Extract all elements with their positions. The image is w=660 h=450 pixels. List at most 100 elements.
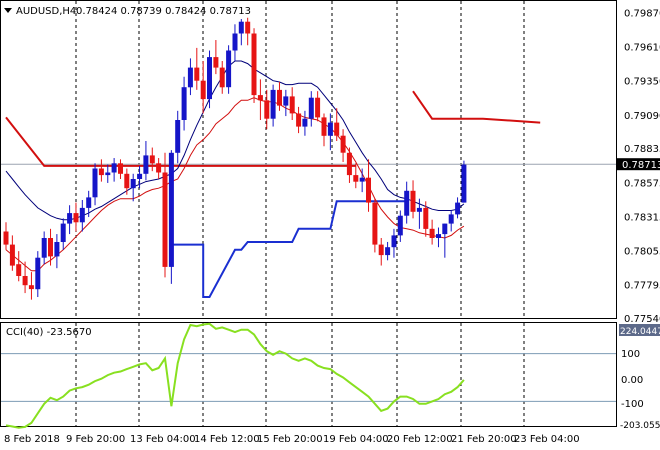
candle-body (257, 95, 263, 101)
candle-body (416, 207, 422, 212)
candle-body (22, 276, 28, 286)
candle-body (296, 113, 302, 127)
candle-body (455, 202, 461, 215)
candle-body (181, 87, 187, 120)
candle-body (346, 152, 352, 176)
candle-body (67, 213, 73, 224)
candle-body (277, 89, 282, 106)
time-axis: 8 Feb 2018 9 Feb 20:00 13 Feb 04:00 14 F… (4, 434, 580, 445)
candle-body (308, 97, 314, 119)
candle-body (359, 177, 365, 182)
symbol-timeframe: AUDUSD,H4 (16, 6, 76, 17)
cci-label: CCI(40) -23.5670 (6, 327, 92, 338)
candle-body (448, 214, 454, 224)
candle-body (213, 57, 219, 68)
candle-body (73, 213, 79, 223)
time-tick: 13 Feb 04:00 (130, 434, 196, 445)
candle-body (410, 190, 416, 212)
stop-red-line (412, 90, 541, 124)
time-tick: 23 Feb 04:00 (514, 434, 580, 445)
time-tick: 21 Feb 20:00 (451, 434, 517, 445)
candle-body (207, 57, 212, 100)
candle-body (353, 175, 359, 182)
candle-body (168, 152, 174, 267)
candle-body (334, 122, 340, 136)
candle-body (118, 163, 123, 174)
candles (3, 17, 467, 300)
candle-body (149, 155, 155, 164)
price-panel[interactable] (0, 0, 617, 319)
candle-body (321, 117, 327, 136)
candle-body (194, 67, 200, 81)
candle-body (156, 163, 162, 173)
price-tick: 0.78835 (624, 144, 660, 155)
candle-body (372, 202, 378, 245)
time-tick: 20 Feb 12:00 (387, 434, 453, 445)
candle-body (48, 238, 53, 257)
time-tick: 8 Feb 2018 (4, 434, 60, 445)
candle-body (187, 67, 193, 88)
candle-body (461, 164, 467, 203)
price-tick: 0.78055 (624, 247, 660, 258)
candle-body (54, 242, 60, 257)
candle-body (264, 100, 270, 119)
current-price-tag: 0.78713 (617, 158, 660, 171)
time-tick: 19 Feb 04:00 (323, 434, 389, 445)
time-tick: 9 Feb 20:00 (66, 434, 125, 445)
candle-body (327, 122, 333, 136)
candle-body (366, 177, 371, 203)
candle-body (130, 179, 136, 189)
cci-axis: 224.0447 100 0.00 -100 -203.0556 (619, 324, 660, 431)
cci-max-label: 224.0447 (620, 327, 660, 337)
candle-body (111, 163, 117, 173)
candle-body (378, 244, 384, 256)
candle-body (404, 190, 410, 216)
price-tick: 0.77795 (624, 281, 660, 292)
candle-body (283, 96, 289, 106)
candle-body (9, 244, 15, 266)
candle-body (397, 215, 403, 236)
candle-body (219, 67, 225, 88)
candle-body (105, 172, 111, 176)
candle-body (137, 173, 143, 179)
candle-body (175, 120, 181, 153)
candle-body (60, 223, 66, 242)
candle-body (302, 118, 308, 127)
cci-panel[interactable] (0, 322, 617, 427)
candle-body (238, 21, 244, 34)
candle-body (340, 135, 346, 153)
candle-body (162, 172, 168, 267)
candle-body (16, 264, 22, 276)
dropdown-triangle-icon[interactable] (4, 8, 12, 13)
candle-body (226, 50, 232, 88)
cci-min-label: -203.0556 (620, 421, 660, 431)
candle-body (79, 207, 85, 223)
candle-body (429, 228, 435, 238)
candle-body (86, 197, 92, 208)
candle-body (28, 285, 34, 290)
candle-body (315, 97, 321, 118)
cci-series (5, 322, 465, 429)
cci-zero-label: 0.00 (621, 375, 643, 386)
cci-minus100-label: -100 (621, 399, 644, 410)
price-tick: 0.78315 (624, 212, 660, 223)
candle-body (423, 207, 429, 229)
candle-body (98, 168, 104, 176)
candle-body (251, 33, 257, 96)
cci-level-lines (1, 353, 616, 402)
candle-body (391, 235, 397, 248)
candle-body (3, 231, 9, 245)
cci-100-label: 100 (621, 349, 640, 360)
time-tick: 14 Feb 12:00 (194, 434, 260, 445)
candle-body (385, 247, 391, 256)
candle-body (124, 173, 130, 189)
candle-body (270, 89, 276, 119)
candle-body (92, 168, 98, 198)
candle-body (143, 155, 149, 174)
